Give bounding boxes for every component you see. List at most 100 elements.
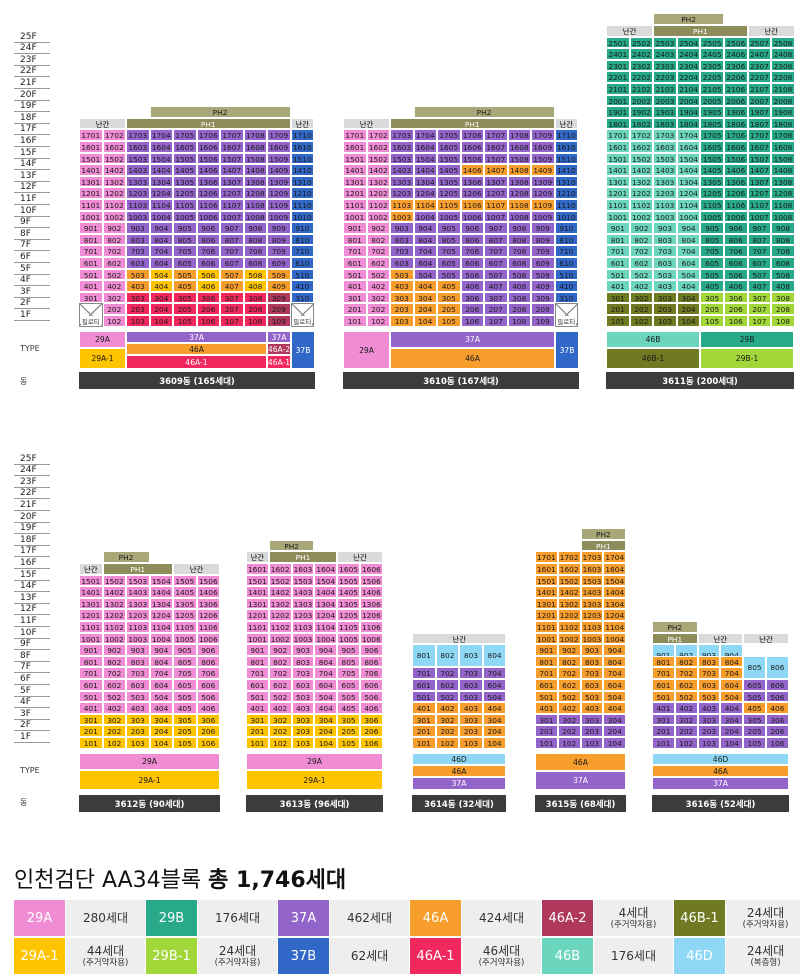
unit-cell: 401 [343,280,367,292]
type-block: 46D [652,753,789,765]
unit-cell: 805 [337,655,360,668]
unit-cell: 1305 [437,175,461,188]
unit-cell: 1506 [196,574,220,587]
unit-cell: 1104 [149,621,173,633]
unit-cell: 1401 [246,586,269,598]
unit-cell: 905 [437,222,461,234]
unit-cell: 903 [291,644,315,656]
unit-cell: 1606 [196,141,220,153]
floor-label: 4F [14,274,50,287]
unit-cell: 402 [366,280,390,292]
floor-label: 3F [14,286,50,298]
unit-cell: 1002 [557,632,581,645]
unit-cell: 1606 [724,141,748,153]
unit-cell: 1208 [243,187,267,199]
unit-cell: 707 [484,245,508,257]
unit-cell: 1005 [173,632,197,645]
unit-cell: 504 [603,690,627,703]
unit-cell: 801 [79,655,103,668]
unit-cell: 1208 [507,187,531,199]
unit-cell: 301 [343,291,367,304]
type-block: 46A [126,343,267,355]
unit-cell: 1801 [606,117,630,130]
floor-label: 5F [14,685,50,697]
unit-cell: 201 [606,303,630,315]
unit-cell: 1601 [343,141,367,153]
legend-count: 176세대 [594,938,673,974]
unit-cell: 1210 [290,187,314,199]
unit-cell: 501 [535,690,558,703]
unit-cell: 402 [102,280,126,292]
unit-cell: 1204 [314,609,338,621]
unit-cell: 103 [126,315,150,327]
unit-cell: 102 [557,737,581,749]
ph2-header: PH2 [268,539,315,552]
unit-cell: 1510 [554,152,578,165]
unit-cell: 1403 [291,586,315,598]
unit-cell: 1702 [629,129,654,141]
unit-cell: 804 [603,655,627,668]
unit-cell: 1206 [360,609,383,621]
unit-cell: 204 [676,303,701,315]
unit-cell: 2103 [653,83,677,95]
unit-cell: 803 [459,644,483,668]
unit-cell: 1109 [267,199,291,211]
unit-cell: 802 [102,233,126,246]
floor-label: 10F [14,627,50,639]
ph1-header: PH1 [652,632,698,645]
unit-cell: 604 [676,257,701,269]
unit-cell: 1804 [676,117,701,130]
unit-cell: 103 [653,315,677,327]
unit-cell: 1408 [507,164,531,176]
unit-cell: 707 [747,245,772,257]
unit-cell: 701 [535,667,558,679]
unit-cell: 902 [629,222,654,234]
legend-swatch: 37A [278,900,329,936]
unit-cell: 1603 [126,141,150,153]
unit-cell: 602 [629,257,654,269]
unit-cell: 904 [603,644,627,656]
unit-cell: 1506 [724,152,748,165]
unit-cell: 1905 [700,106,724,118]
type-block: 46A [390,348,555,369]
ph1-header: PH1 [126,117,291,130]
unit-cell: 101 [535,737,558,749]
unit-cell: 1202 [268,609,292,621]
floor-label: 6F [14,251,50,263]
unit-cell: 1201 [79,187,103,199]
unit-cell: 1802 [629,117,654,130]
building-label-bar: 3613동 (96세대) [246,795,383,812]
unit-cell: 1006 [724,210,748,223]
unit-cell: 2201 [606,71,630,83]
unit-cell: 1005 [337,632,360,645]
unit-cell: 806 [360,655,383,668]
unit-cell: 302 [435,713,460,726]
floor-label: 9F [14,216,50,229]
unit-cell: 1301 [343,175,367,188]
unit-cell: 2004 [676,94,701,107]
unit-cell: 1007 [484,210,508,223]
unit-cell: 208 [243,303,267,315]
unit-cell: 1609 [531,141,555,153]
unit-cell: 2306 [724,59,748,72]
floor-label: 23F [14,54,50,66]
unit-cell: 602 [366,257,390,269]
unit-cell: 401 [79,702,103,714]
unit-cell: 1202 [102,609,126,621]
unit-cell: 1305 [173,597,197,610]
floor-label: 10F [14,205,50,217]
unit-cell: 503 [291,690,315,703]
unit-cell: 101 [343,315,367,327]
floor-label: 14F [14,158,50,171]
unit-cell: 801 [79,233,103,246]
floor-label: 13F [14,592,50,604]
unit-cell: 602 [102,257,126,269]
unit-cell: 404 [676,280,701,292]
unit-cell: 302 [557,713,581,726]
unit-cell: 1708 [771,129,795,141]
unit-cell: 1704 [149,129,173,141]
unit-cell: 802 [674,655,698,668]
unit-cell: 1302 [557,597,581,610]
unit-cell: 301 [652,713,675,726]
unit-cell: 1101 [535,621,558,633]
